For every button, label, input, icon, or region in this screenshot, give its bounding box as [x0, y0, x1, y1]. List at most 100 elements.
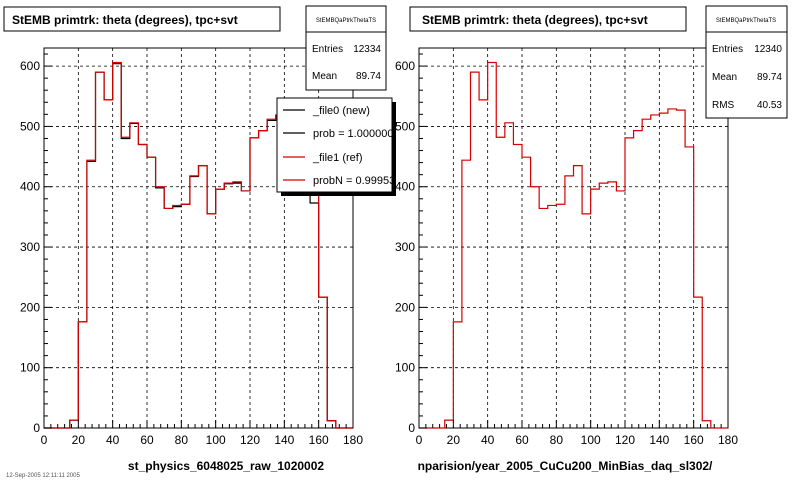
stats-label: Mean [312, 71, 337, 82]
histogram-bin [522, 157, 531, 428]
histogram-bin [462, 160, 471, 428]
histogram-bin [319, 297, 328, 428]
histogram-bin [138, 145, 147, 428]
histogram-bin [259, 131, 268, 428]
y-tick-label: 600 [20, 59, 40, 73]
y-tick-label: 400 [395, 180, 415, 194]
histogram-bin [471, 72, 480, 428]
histogram-bin [685, 147, 694, 428]
y-tick-label: 200 [395, 300, 415, 314]
x-tick-label: 180 [343, 433, 363, 447]
histogram-line [419, 61, 728, 429]
right-histogram-panel: 0 20 40 60 80 100 120 140 160 180 0 100 200 300 400 500… [395, 5, 788, 473]
stats-value: 12334 [353, 44, 381, 55]
stats-value: 12340 [754, 44, 782, 55]
footer-timestamp: 12-Sep-2005 12:11:11 2005 [6, 473, 81, 479]
histogram-bin [199, 166, 208, 428]
stats-box: StEMBQaPtrkThetaTS Entries 12334 Mean 89… [305, 5, 387, 91]
histogram-bin [173, 205, 182, 428]
histogram-bin [531, 187, 540, 428]
x-tick-label: 0 [41, 433, 48, 447]
x-tick-label: 20 [72, 433, 86, 447]
histogram-bin [505, 123, 514, 428]
histogram-bin [677, 110, 686, 428]
histogram-bin [147, 157, 156, 428]
histogram-bin [694, 297, 703, 428]
histogram-bin [327, 421, 336, 428]
histogram-bin [78, 322, 87, 428]
histogram-bin [608, 182, 617, 428]
histogram-bin [556, 204, 565, 428]
histogram-bin [104, 100, 113, 428]
histogram-bin [591, 189, 600, 428]
stats-value: 40.53 [757, 100, 782, 111]
histogram-bin [130, 123, 139, 428]
y-tick-label: 300 [395, 240, 415, 254]
x-tick-label: 0 [416, 433, 423, 447]
histogram-bin [513, 145, 522, 428]
histogram-bin [453, 322, 462, 428]
x-tick-label: 180 [718, 433, 738, 447]
title-box [3, 6, 281, 32]
legend-entry: _file0 (new) [312, 105, 370, 117]
histogram-bin [488, 62, 497, 428]
chart-title: StEMB primtrk: theta (degrees), tpc+svt [12, 13, 238, 27]
histogram-bin [96, 72, 105, 428]
stats-value: 89.74 [757, 72, 782, 83]
left-histogram-panel: 0 20 40 60 80 100 120 140 160 180 0 100 200 300 400 500… [3, 5, 396, 473]
histogram-bin [113, 62, 122, 428]
histogram-bin [164, 208, 173, 428]
stats-header: StEMBQaPtrkThetaTS [316, 18, 376, 24]
histogram-bin [87, 160, 96, 428]
y-tick-label: 200 [20, 300, 40, 314]
histogram-bin [634, 131, 643, 428]
chart-title: StEMB primtrk: theta (degrees), tpc+svt [422, 13, 648, 27]
x-tick-label: 100 [581, 433, 601, 447]
stats-label: RMS [712, 100, 735, 111]
stats-header: StEMBQaPtrkThetaTS [716, 18, 776, 24]
x-tick-label: 40 [481, 433, 495, 447]
histogram-bin [267, 119, 276, 428]
y-tick-label: 400 [20, 180, 40, 194]
histogram-bin [574, 166, 583, 428]
axes: 0 20 40 60 80 100 120 140 160 180 0 100 200 300 400 500… [20, 53, 363, 447]
histogram-bin [651, 115, 660, 428]
y-tick-label: 0 [408, 421, 415, 435]
histogram-bin [565, 176, 574, 428]
x-axis-label: nparision/year_2005_CuCu200_MinBias_daq_… [418, 459, 713, 473]
histogram-bin [616, 191, 625, 428]
stats-value: 89.74 [356, 71, 381, 82]
histogram-bin [207, 214, 216, 428]
x-tick-label: 100 [206, 433, 226, 447]
histogram-bin [702, 421, 711, 428]
x-tick-label: 120 [615, 433, 635, 447]
x-axis-label: st_physics_6048025_raw_1020002 [128, 459, 324, 473]
histogram-bin [121, 137, 130, 428]
x-tick-label: 160 [309, 433, 329, 447]
histogram-bin [625, 138, 634, 428]
legend-entry: _file1 (ref) [312, 152, 363, 164]
y-tick-label: 300 [20, 240, 40, 254]
x-tick-label: 120 [240, 433, 260, 447]
x-tick-label: 140 [274, 433, 294, 447]
stats-label: Mean [712, 72, 737, 83]
histogram-bin [190, 176, 199, 428]
stats-box: StEMBQaPtrkThetaTS Entries 12340 Mean 89… [705, 5, 788, 119]
histogram-bin [539, 208, 548, 428]
x-tick-label: 80 [175, 433, 189, 447]
series-group [419, 61, 728, 429]
x-tick-label: 60 [140, 433, 154, 447]
x-tick-label: 80 [550, 433, 564, 447]
axes: 0 20 40 60 80 100 120 140 160 180 0 100 200 300 400 500… [395, 53, 738, 447]
histogram-bin [224, 183, 233, 428]
histogram-bin [241, 191, 250, 428]
histogram-bin [548, 205, 557, 428]
stats-label: Entries [312, 44, 343, 55]
x-tick-label: 20 [447, 433, 461, 447]
histogram-bin [599, 183, 608, 428]
y-tick-label: 100 [20, 361, 40, 375]
legend-entry: probN = 0.99953 [313, 175, 395, 187]
histogram-bin [156, 187, 165, 428]
histogram-bin [181, 204, 190, 428]
